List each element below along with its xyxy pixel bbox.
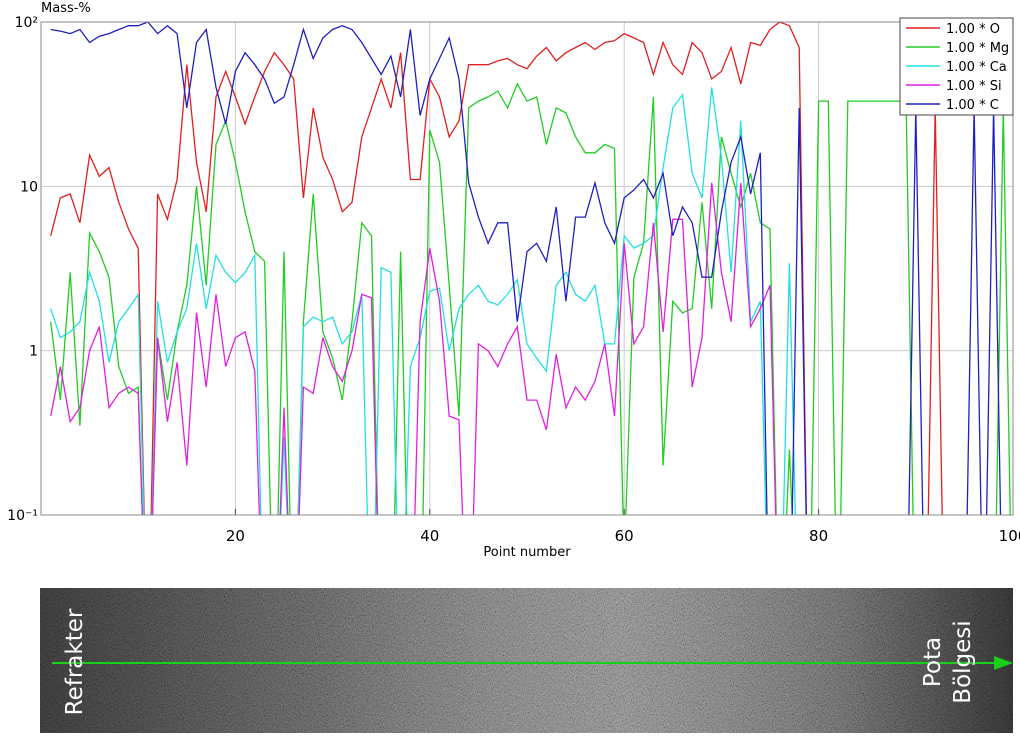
y-tick-label: 10⁻¹	[7, 508, 38, 524]
sem-image: Refrakter Pota Bölgesi	[40, 588, 1013, 733]
plot-frame	[40, 21, 1014, 516]
legend-label: 1.00 * O	[946, 22, 1000, 37]
legend-label: 1.00 * Si	[946, 79, 1002, 94]
left-label: Refrakter	[62, 608, 88, 715]
x-tick-label: 40	[420, 527, 439, 545]
series-line	[50, 82, 1011, 515]
x-tick-label: 20	[226, 527, 245, 545]
x-tick-label: 60	[615, 527, 634, 545]
y-axis-label: Mass-%	[41, 1, 91, 16]
y-tick-label: 1	[29, 344, 38, 360]
y-tick-label: 10	[20, 179, 38, 195]
series-line	[50, 87, 796, 515]
legend-label: 1.00 * Mg	[946, 41, 1009, 56]
series-line	[50, 22, 943, 515]
x-tick-label: 100	[999, 527, 1020, 545]
y-tick-label: 10²	[15, 15, 38, 31]
right-label: Bölgesi	[950, 620, 976, 703]
sem-shade	[40, 588, 1013, 733]
legend-label: 1.00 * Ca	[946, 60, 1007, 75]
x-axis-label: Point number	[483, 545, 571, 560]
right-label: Pota	[920, 637, 946, 687]
legend-label: 1.00 * C	[946, 98, 999, 113]
series-line	[50, 22, 1002, 515]
series-line	[50, 182, 777, 515]
scan-arrow	[994, 656, 1013, 670]
x-tick-label: 80	[809, 527, 828, 545]
